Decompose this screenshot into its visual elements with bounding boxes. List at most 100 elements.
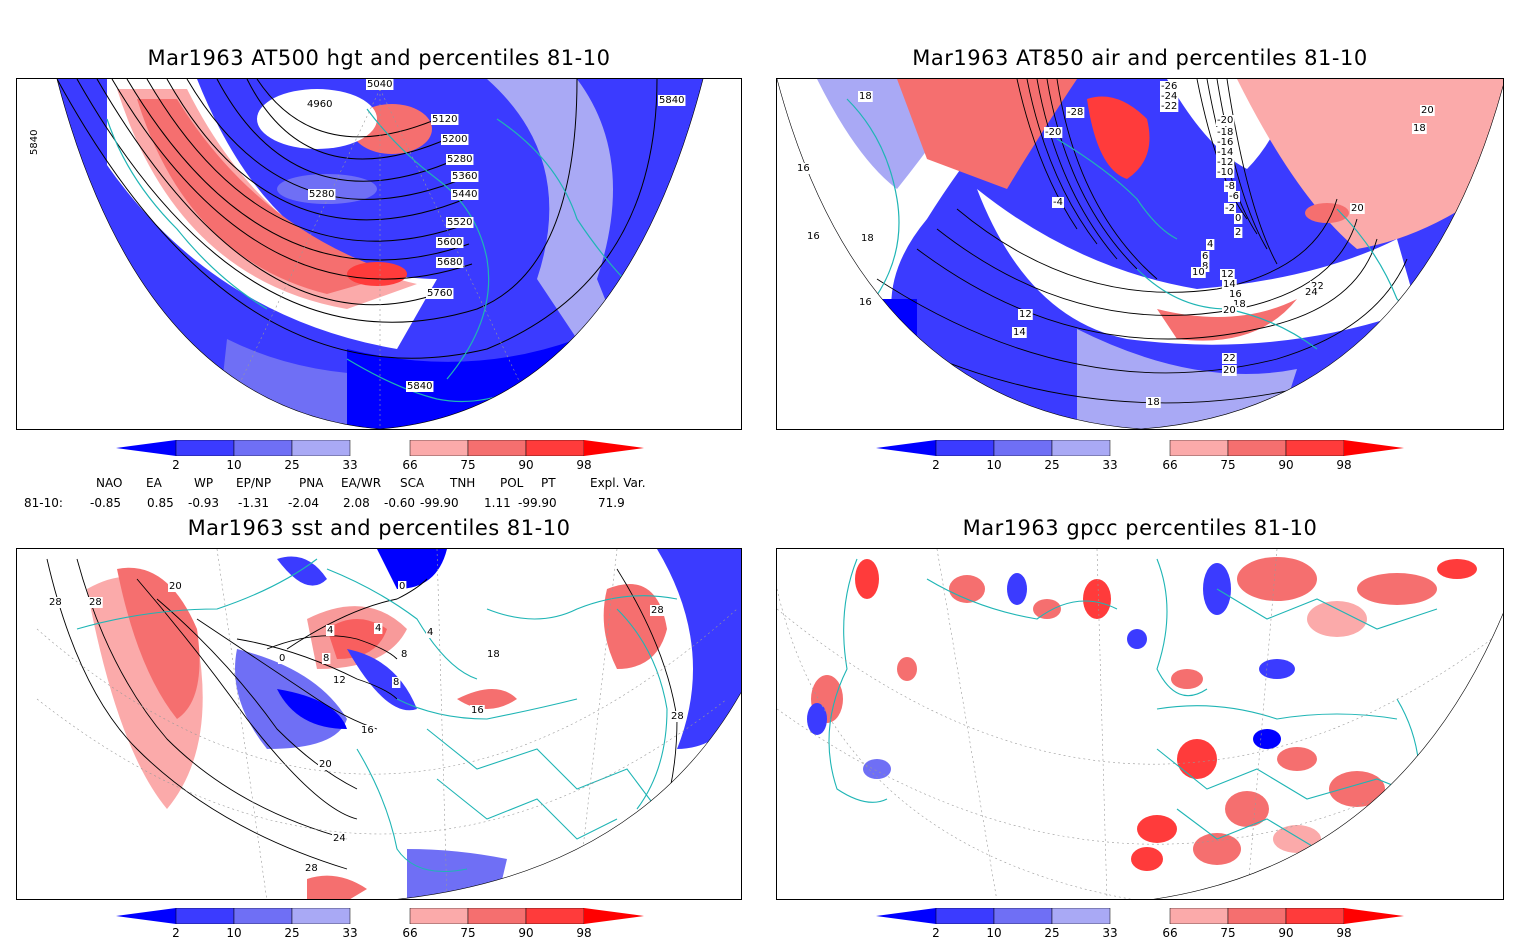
contour-label: 5680 <box>437 257 462 268</box>
contour-label: 24 <box>333 833 346 844</box>
contour-label: -8 <box>1225 181 1235 192</box>
contour-label: 8 <box>393 677 399 688</box>
contour-label: 5040 <box>367 79 392 90</box>
cbar-blue <box>175 439 235 457</box>
contour-label: -24 <box>1161 91 1177 102</box>
contour-label: 8 <box>1202 261 1208 272</box>
contour-label: 18 <box>1233 299 1246 310</box>
index-header: TNH <box>450 476 476 490</box>
contour-label: -14 <box>1217 147 1233 158</box>
index-header: PT <box>541 476 556 490</box>
index-value: -1.31 <box>238 496 270 510</box>
cbar-label: 98 <box>1336 458 1352 472</box>
cbar-label: 66 <box>402 458 418 472</box>
cbar-label: 25 <box>1044 458 1060 472</box>
contour-label: 5840 <box>659 95 684 106</box>
cbar-label: 33 <box>1102 458 1118 472</box>
contour-label: -20 <box>1045 127 1061 138</box>
contour-label: 2 <box>1235 227 1241 238</box>
contour-label: 4 <box>375 623 381 634</box>
contour-label: 18 <box>487 649 500 660</box>
index-value: -2.04 <box>288 496 320 510</box>
cbar-label: 25 <box>284 926 300 940</box>
index-value: -0.93 <box>188 496 220 510</box>
cbar-label: 98 <box>576 926 592 940</box>
contour-label: 5280 <box>447 154 472 165</box>
index-value: -0.60 <box>384 496 416 510</box>
index-row-label: 81-10: <box>24 496 63 510</box>
contour-label: 4 <box>427 627 433 638</box>
colorbar-swatches <box>116 439 644 457</box>
map-panel-hgt500: 5040 4960 5120 5200 5280 5360 5440 5280 … <box>16 78 742 430</box>
contour-labels-air850: -26 -28 -24 -22 -20 -20 -18 -16 -14 -12 … <box>796 81 1435 408</box>
contour-label: 12 <box>1221 269 1234 280</box>
contour-label: 8 <box>323 653 329 664</box>
contour-label: 14 <box>1223 279 1236 290</box>
cbar-mid-red <box>467 439 527 457</box>
contour-label: 20 <box>1421 105 1434 116</box>
contour-label: 6 <box>1202 251 1208 262</box>
cbar-label: 2 <box>932 458 940 472</box>
contour-label: 18 <box>861 233 874 244</box>
contour-label: 16 <box>471 705 484 716</box>
cbar-label: 90 <box>1278 926 1294 940</box>
contour-label: 14 <box>1013 327 1026 338</box>
index-header: EA/WR <box>341 476 382 490</box>
contour-label: -26 <box>1161 81 1177 92</box>
index-value: 71.9 <box>598 496 625 510</box>
contour-label: 5280 <box>309 189 334 200</box>
cbar-label: 66 <box>402 926 418 940</box>
cbar-label: 2 <box>172 458 180 472</box>
index-header: EP/NP <box>236 476 272 490</box>
index-value: 1.11 <box>484 496 511 510</box>
map-air850: -26 -28 -24 -22 -20 -20 -18 -16 -14 -12 … <box>777 79 1503 429</box>
cbar-label: 10 <box>986 458 1002 472</box>
contour-label: 0 <box>399 581 405 592</box>
contour-label: 22 <box>1311 281 1324 292</box>
cbar-label: 75 <box>1220 926 1236 940</box>
contour-label: 5520 <box>447 217 472 228</box>
cbar-label: 66 <box>1162 926 1178 940</box>
contour-label: -4 <box>1053 197 1063 208</box>
contour-label: 5200 <box>442 134 467 145</box>
cbar-mid-blue <box>233 439 293 457</box>
contour-label: 10 <box>1192 267 1205 278</box>
contour-label: 18 <box>1147 397 1160 408</box>
index-header: POL <box>500 476 524 490</box>
colorbar-bottom-left: 2 10 25 33 66 75 90 98 <box>116 907 646 944</box>
contour-label: 16 <box>797 163 810 174</box>
index-header: PNA <box>299 476 324 490</box>
contour-label: 28 <box>89 597 102 608</box>
index-value: 0.85 <box>147 496 174 510</box>
cbar-label: 10 <box>226 926 242 940</box>
cbar-deep-red <box>584 440 644 456</box>
colorbar-top-right: 2 10 25 33 66 75 90 98 <box>876 439 1406 476</box>
index-value: -0.85 <box>90 496 122 510</box>
cbar-light-red <box>409 439 469 457</box>
cbar-label: 25 <box>284 458 300 472</box>
panel-title-bottom-left: Mar1963 sst and percentiles 81-10 <box>187 516 571 540</box>
contour-label: 20 <box>1223 305 1236 316</box>
contour-labels-sst: 28 28 20 0 4 8 12 16 20 24 28 4 0 4 8 16… <box>48 581 685 874</box>
contour-label: 20 <box>1223 365 1236 376</box>
index-header: EA <box>146 476 162 490</box>
contour-label: 12 <box>1019 309 1032 320</box>
contour-label: 5840 <box>29 130 40 155</box>
index-value: -99.90 <box>420 496 459 510</box>
index-header: NAO <box>96 476 123 490</box>
cbar-label: 10 <box>226 458 242 472</box>
contour-label: 16 <box>361 725 374 736</box>
contour-label: 16 <box>1229 289 1242 300</box>
contour-label: 0 <box>1235 213 1241 224</box>
contour-label: 18 <box>1413 123 1426 134</box>
contour-label: 0 <box>279 653 285 664</box>
contour-label: 5440 <box>452 189 477 200</box>
contour-label: -20 <box>1217 115 1233 126</box>
cbar-label: 90 <box>518 926 534 940</box>
cbar-label: 90 <box>1278 458 1294 472</box>
precip-anomaly-patches <box>807 557 1477 871</box>
contour-label: 5840 <box>407 381 432 392</box>
panel-title-bottom-right: Mar1963 gpcc percentiles 81-10 <box>962 516 1318 540</box>
colorbar-bottom-right: 2 10 25 33 66 75 90 98 <box>876 907 1406 944</box>
cbar-deep-blue <box>116 440 176 456</box>
